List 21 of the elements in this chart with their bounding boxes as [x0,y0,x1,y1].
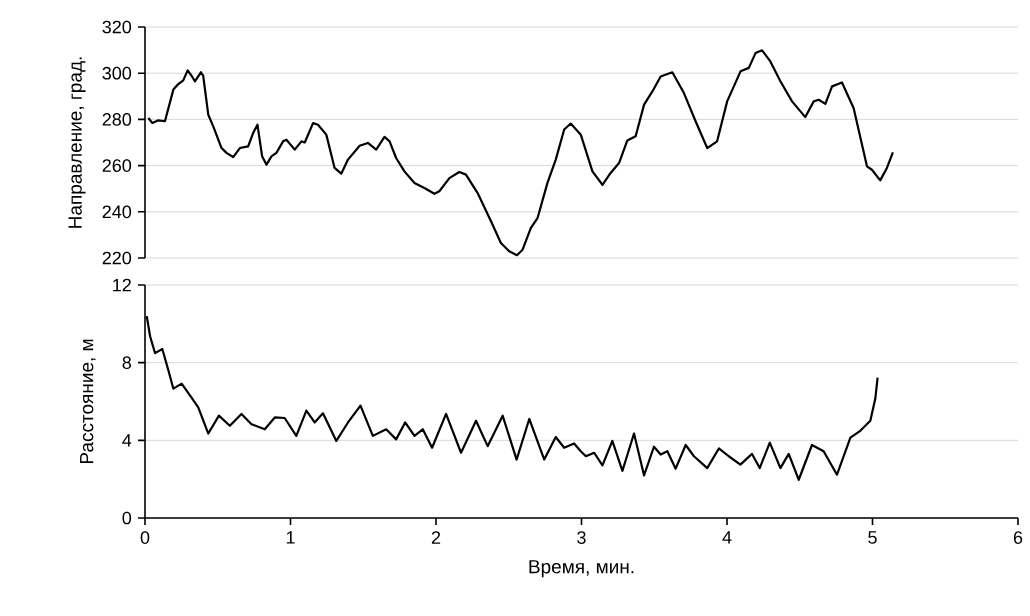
x-tick-label: 0 [140,531,150,544]
y-tick-label: 260 [102,159,132,172]
x-tick-label: 6 [1013,531,1023,544]
line-series [147,49,894,257]
y-tick-label: 280 [102,113,132,126]
y-tick-label: 320 [102,20,132,34]
y-axis-title: Направление, град. [68,57,86,228]
y-tick-label: 0 [122,511,132,525]
y-tick-label: 8 [122,356,132,370]
x-tick-label: 2 [431,531,441,544]
y-tick-label: 240 [102,205,132,219]
x-axis-title: Время, мин. [529,560,634,578]
x-tick-label: 4 [722,531,732,544]
x-tick-label: 1 [286,531,295,544]
y-tick-label: 4 [122,434,132,447]
y-tick-label: 300 [102,66,132,80]
x-tick-label: 3 [577,531,586,544]
y-axis-title: Расстояние, м [80,339,96,464]
x-tick-label: 5 [868,531,877,544]
y-tick-label: 220 [102,251,132,265]
y-tick-label: 12 [113,278,131,292]
